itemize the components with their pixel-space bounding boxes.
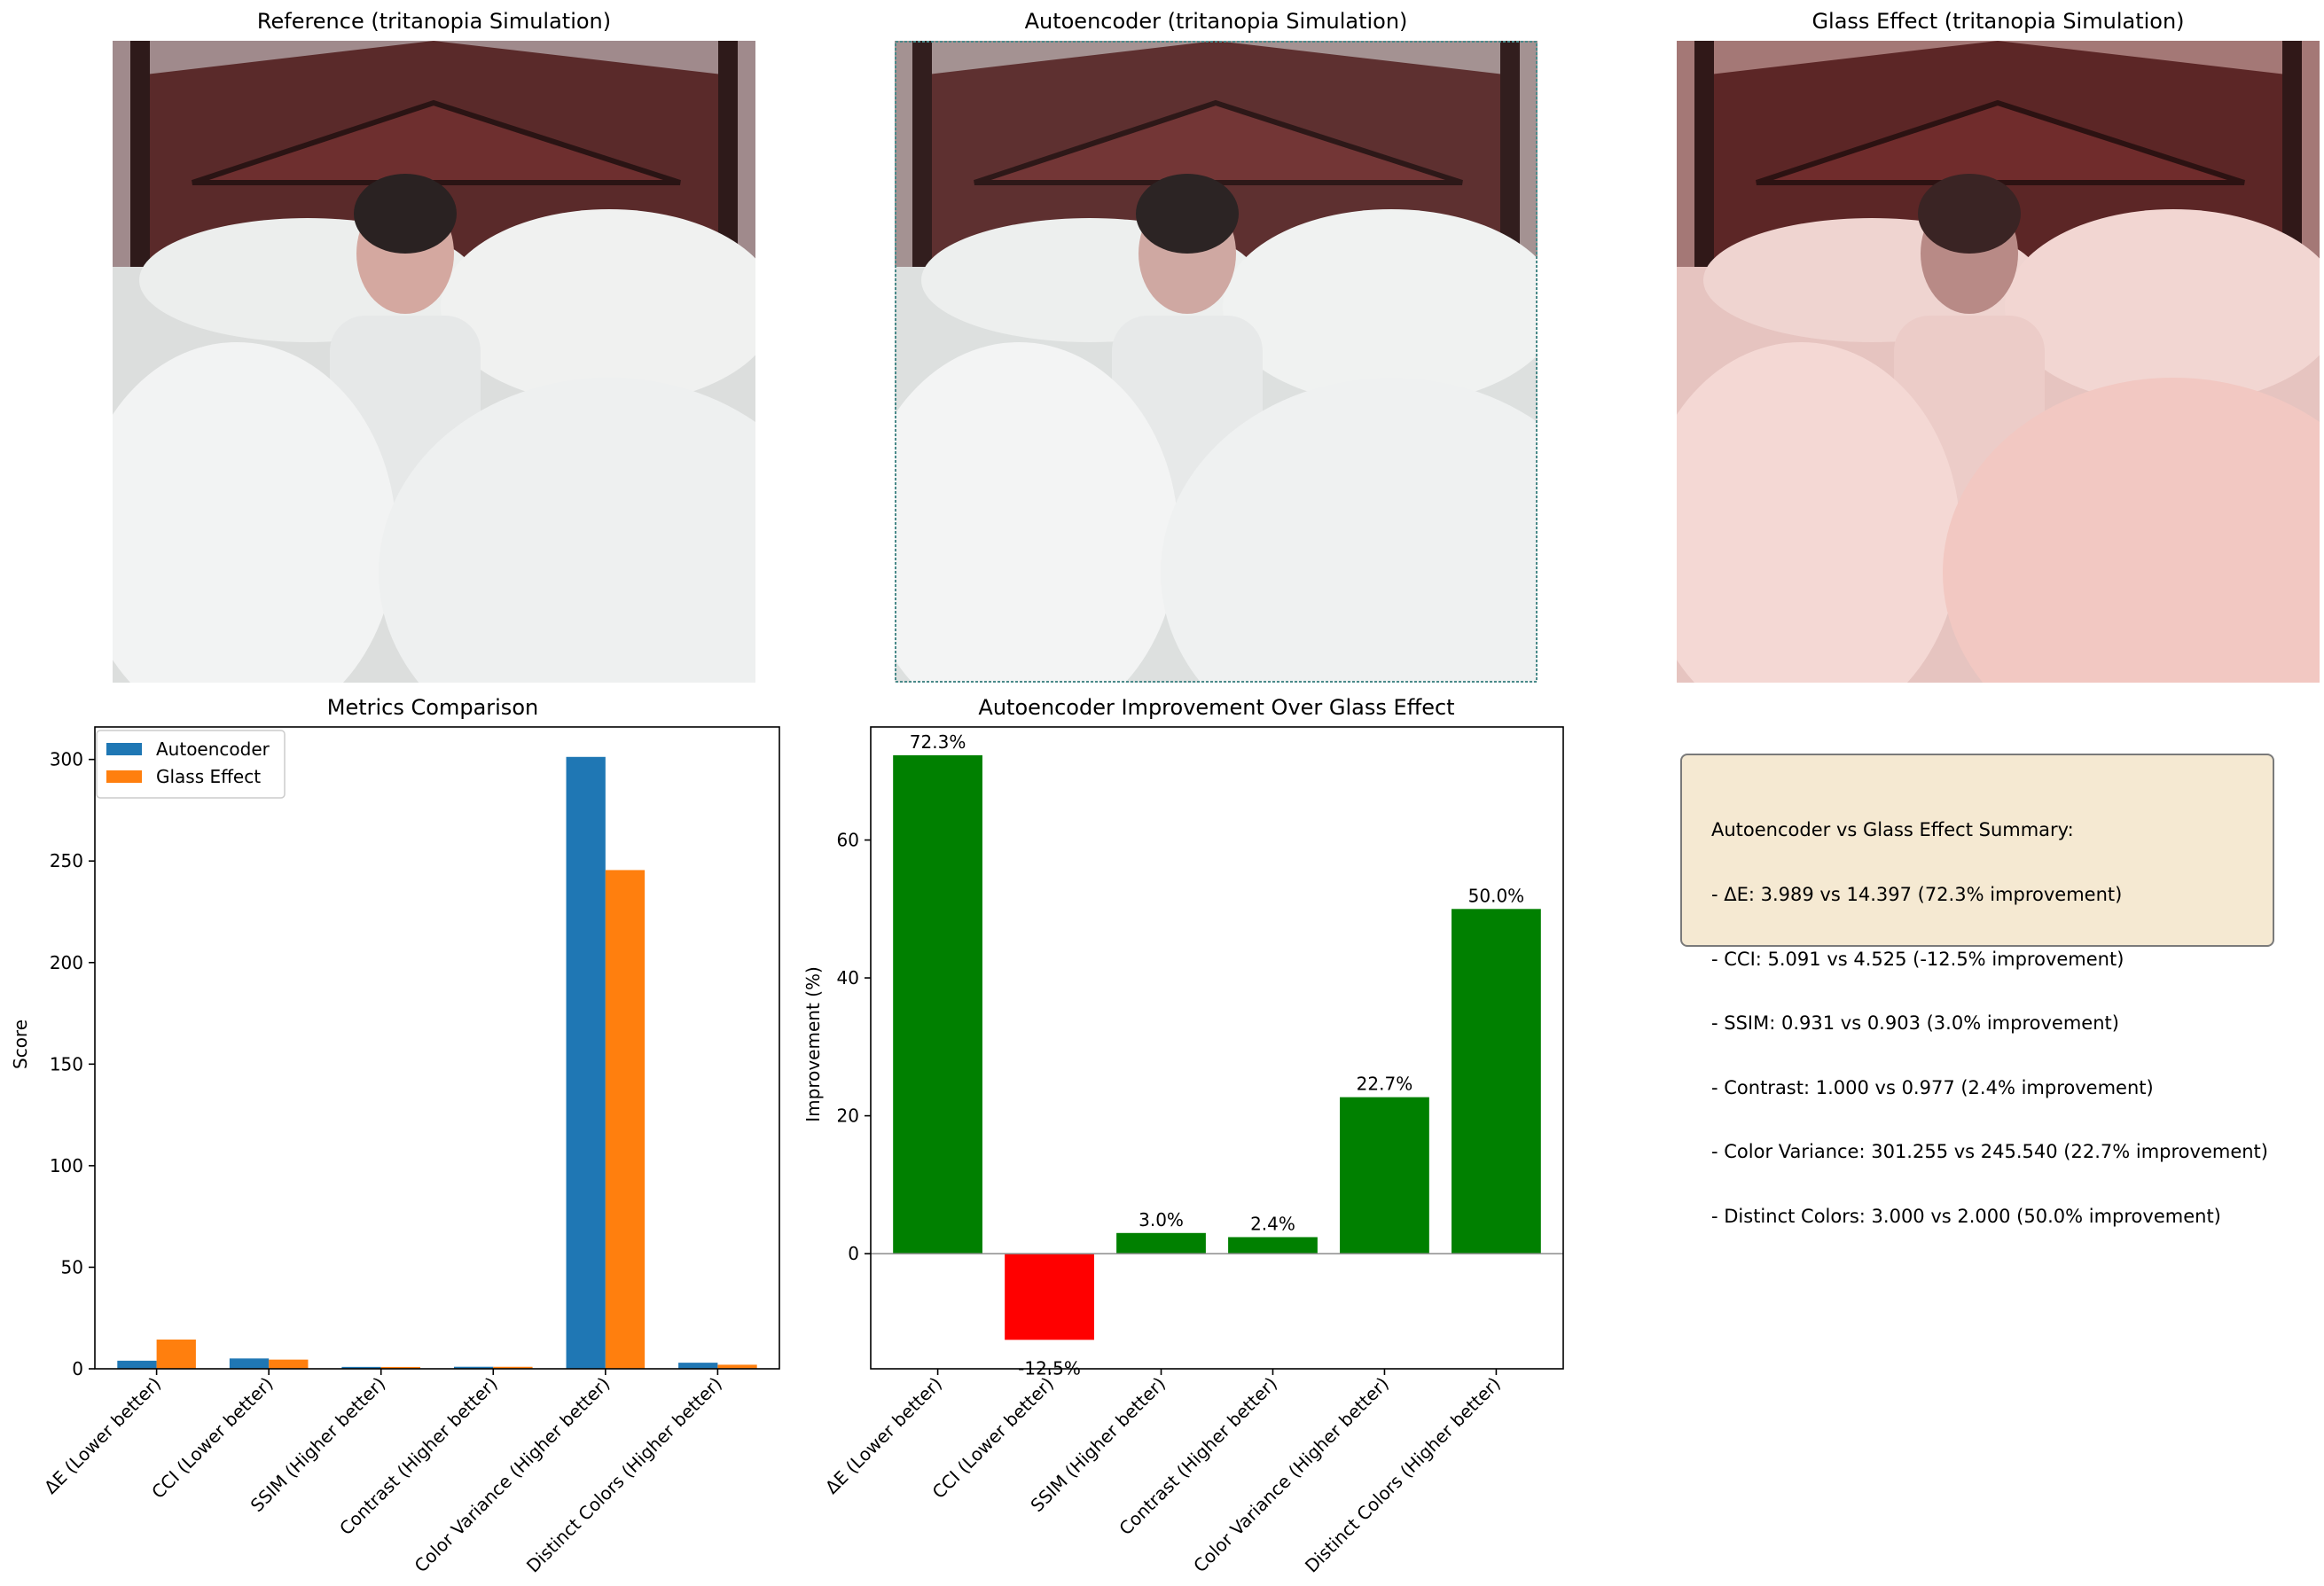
legend-label-autoencoder: Autoencoder (156, 738, 270, 760)
summary-line: Autoencoder vs Glass Effect Summary: (1711, 819, 2074, 841)
y-tick-label: 200 (50, 952, 83, 973)
chart2-axes-frame (870, 726, 1564, 1370)
autoencoder-image (895, 41, 1538, 683)
x-tick-label: ΔE (Lower better) (821, 1373, 946, 1498)
y-tick-label: 40 (837, 967, 859, 988)
legend-label-glass-effect: Glass Effect (156, 766, 261, 787)
improvement-bar-ssim-higher-better (1116, 1232, 1206, 1254)
x-tick-label: Color Variance (Higher better) (1189, 1373, 1393, 1577)
summary-text: Autoencoder vs Glass Effect Summary: - Δ… (1711, 777, 2268, 1248)
bar-autoencoder-distinct-colors-higher-better (678, 1363, 718, 1369)
autoencoder-image-title: Autoencoder (tritanopia Simulation) (1024, 9, 1408, 34)
y-tick-label: 300 (50, 749, 83, 770)
bar-autoencoder-cci-lower-better (229, 1358, 270, 1369)
glass-effect-image-scene (1677, 41, 2320, 683)
improvement-bar-distinct-colors-higher-better (1452, 909, 1541, 1254)
bar-autoencoder-color-variance-higher-better (566, 756, 606, 1369)
chart2-title: Autoencoder Improvement Over Glass Effec… (978, 695, 1454, 720)
bar-autoencoder-contrast-higher-better (453, 1366, 494, 1369)
y-tick-label: 0 (72, 1358, 83, 1379)
bar-glass-effect-distinct-colors-higher-better (717, 1364, 757, 1369)
improvement-value-label: 2.4% (1250, 1213, 1295, 1234)
improvement-value-label: 50.0% (1468, 885, 1525, 906)
summary-line: - SSIM: 0.931 vs 0.903 (3.0% improvement… (1711, 1012, 2119, 1035)
autoencoder-image-scene (895, 41, 1538, 683)
summary-line: - Contrast: 1.000 vs 0.977 (2.4% improve… (1711, 1076, 2154, 1098)
bar-glass-effect-contrast-higher-better (493, 1366, 533, 1369)
improvement-bar-cci-lower-better (1005, 1254, 1094, 1340)
bar-glass-effect-ssim-higher-better (380, 1366, 421, 1369)
improvement-bar-contrast-higher-better (1228, 1237, 1318, 1254)
y-tick-label: 150 (50, 1053, 83, 1074)
glass-effect-image-title: Glass Effect (tritanopia Simulation) (1811, 9, 2185, 34)
y-tick-label: 100 (50, 1155, 83, 1176)
legend-swatch-autoencoder (106, 743, 142, 755)
chart1-legend: Autoencoder Glass Effect (96, 730, 286, 799)
x-tick-label: Distinct Colors (Higher better) (1301, 1373, 1505, 1577)
improvement-value-label: 22.7% (1357, 1074, 1413, 1095)
reference-image (113, 41, 755, 683)
bar-glass-effect-color-variance-higher-better (605, 870, 646, 1369)
improvement-bar-e-lower-better (893, 754, 982, 1254)
x-tick-label: CCI (Lower better) (928, 1373, 1059, 1504)
legend-swatch-glass-effect (106, 770, 142, 783)
improvement-value-label: 3.0% (1139, 1209, 1184, 1231)
y-tick-label: 0 (848, 1243, 859, 1264)
bar-glass-effect-e-lower-better (156, 1340, 196, 1369)
y-tick-label: 250 (50, 850, 83, 871)
y-tick-label: 50 (61, 1256, 83, 1277)
summary-line: - Distinct Colors: 3.000 vs 2.000 (50.0%… (1711, 1206, 2221, 1228)
glass-effect-image (1677, 41, 2320, 683)
improvement-value-label: 72.3% (910, 731, 966, 753)
chart1-axes-frame (94, 726, 780, 1370)
chart1-ylabel: Score (10, 1020, 31, 1069)
summary-line: - Color Variance: 301.255 vs 245.540 (22… (1711, 1141, 2268, 1163)
bar-autoencoder-e-lower-better (117, 1360, 157, 1369)
summary-box (1680, 754, 2274, 947)
improvement-bar-color-variance-higher-better (1340, 1097, 1429, 1254)
summary-line: - CCI: 5.091 vs 4.525 (-12.5% improvemen… (1711, 948, 2124, 970)
bar-glass-effect-cci-lower-better (269, 1359, 309, 1369)
y-tick-label: 20 (837, 1106, 859, 1127)
reference-image-title: Reference (tritanopia Simulation) (256, 9, 612, 34)
y-tick-label: 60 (837, 830, 859, 851)
chart1-title: Metrics Comparison (327, 695, 538, 720)
chart2-ylabel: Improvement (%) (802, 966, 824, 1122)
bar-autoencoder-ssim-higher-better (341, 1366, 381, 1369)
reference-image-scene (113, 41, 755, 683)
summary-line: - ΔE: 3.989 vs 14.397 (72.3% improvement… (1711, 884, 2123, 906)
